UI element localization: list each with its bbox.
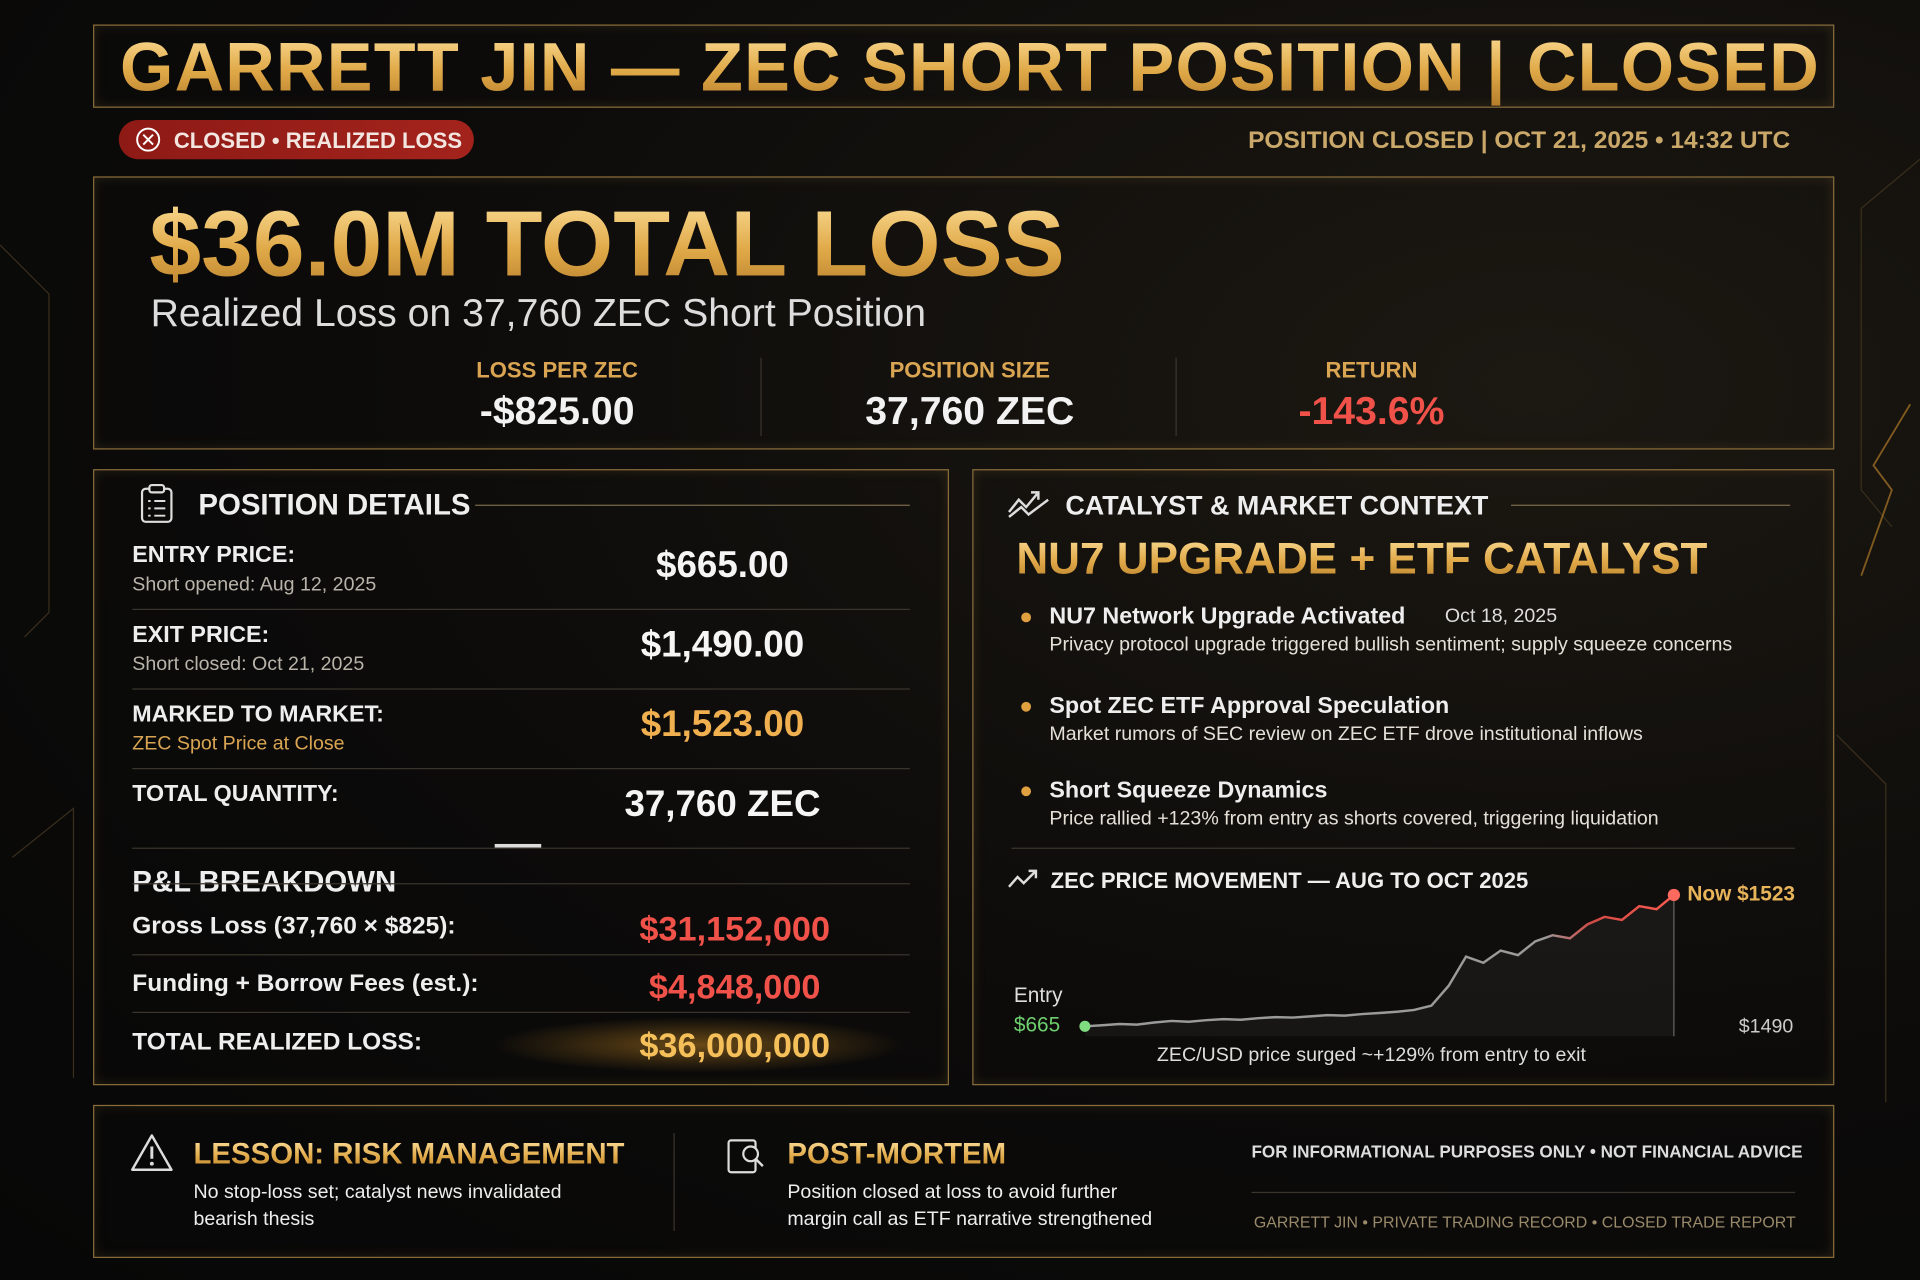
pnl-label: Funding + Borrow Fees (est.): <box>132 970 479 998</box>
separator <box>132 688 910 690</box>
stat-value: -143.6% <box>1298 388 1445 433</box>
now-label: Now $1523 <box>1687 881 1795 906</box>
lesson-text: No stop-loss set; catalyst news invalida… <box>193 1182 562 1230</box>
headline: $36.0M TOTAL LOSS <box>149 192 1065 297</box>
report-icon <box>727 1139 764 1174</box>
title-frame <box>93 24 1835 108</box>
catalyst-headline: NU7 UPGRADE + ETF CATALYST <box>1016 532 1708 584</box>
panel-title: CATALYST & MARKET CONTEXT <box>1065 489 1489 521</box>
lesson-title: LESSON: RISK MANAGEMENT <box>193 1137 625 1172</box>
row-sublabel: Short opened: Aug 12, 2025 <box>132 574 377 596</box>
stat-label: LOSS PER ZEC <box>476 357 638 383</box>
badge-icon <box>136 127 161 152</box>
separator <box>132 608 910 611</box>
pnl-label: TOTAL REALIZED LOSS: <box>132 1028 423 1056</box>
item-title: NU7 Network Upgrade Activated <box>1049 603 1406 630</box>
page-title: GARRETT JIN — ZEC SHORT POSITION | CLOSE… <box>120 28 1820 106</box>
item-text: Price rallied +123% from entry as shorts… <box>1049 808 1659 830</box>
panel-title: POSITION DETAILS <box>198 488 471 522</box>
item-text: Market rumors of SEC review on ZEC ETF d… <box>1049 723 1643 745</box>
row-label: TOTAL QUANTITY: <box>132 781 339 808</box>
pnl-value: $4,848,000 <box>648 967 821 1006</box>
separator <box>132 1011 910 1013</box>
separator <box>132 847 910 849</box>
row-sublabel: Short closed: Oct 21, 2025 <box>132 654 365 675</box>
item-title: Spot ZEC ETF Approval Speculation <box>1049 693 1450 720</box>
dash <box>494 843 542 848</box>
postmortem-text: Position closed at loss to avoid further… <box>787 1182 1153 1230</box>
item-text: Privacy protocol upgrade triggered bulli… <box>1049 634 1733 656</box>
row-label: MARKED TO MARKET: <box>132 701 384 728</box>
bullet <box>1021 701 1032 712</box>
divider <box>673 1133 675 1232</box>
disclaimer: FOR INFORMATIONAL PURPOSES ONLY • NOT FI… <box>1251 1141 1803 1162</box>
separator <box>132 768 910 770</box>
row-value: $1,523.00 <box>640 704 805 745</box>
pnl-value: $36,000,000 <box>639 1026 831 1065</box>
entry-label: Entry <box>1013 983 1063 1007</box>
clipboard-icon <box>140 483 173 523</box>
area <box>1084 894 1674 1037</box>
stat-value: -$825.00 <box>479 388 635 433</box>
badge-text: CLOSED • REALIZED LOSS <box>173 128 463 154</box>
row-value: $665.00 <box>656 545 789 586</box>
bullet <box>1021 786 1032 797</box>
divider <box>1175 357 1177 437</box>
entry-point <box>1079 1020 1091 1032</box>
position-panel <box>93 469 949 1086</box>
item-date: Oct 18, 2025 <box>1444 606 1558 628</box>
separator <box>132 883 910 885</box>
row-sublabel: ZEC Spot Price at Close <box>132 733 345 755</box>
summary-panel <box>93 176 1835 450</box>
footer-panel <box>93 1104 1835 1258</box>
pnl-title: P&L BREAKDOWN <box>132 866 397 900</box>
stat-value: 37,760 ZEC <box>865 388 1075 433</box>
chart-title: ZEC PRICE MOVEMENT — AUG TO OCT 2025 <box>1050 868 1529 893</box>
row-label: ENTRY PRICE: <box>132 542 296 569</box>
closed-timestamp: POSITION CLOSED | OCT 21, 2025 • 14:32 U… <box>1248 127 1791 155</box>
credit: GARRETT JIN • PRIVATE TRADING RECORD • C… <box>1253 1212 1796 1232</box>
separator <box>132 954 910 956</box>
pnl-value: $31,152,000 <box>639 910 831 949</box>
trend-icon <box>1008 491 1049 518</box>
warning-icon <box>131 1134 173 1172</box>
rule <box>1251 1191 1796 1194</box>
stat-label: RETURN <box>1325 357 1418 383</box>
chart-caption: ZEC/USD price surged ~+129% from entry t… <box>1156 1044 1586 1066</box>
status-badge: CLOSED • REALIZED LOSS <box>118 120 474 160</box>
subtitle: Realized Loss on 37,760 ZEC Short Positi… <box>150 290 927 335</box>
row-value: 37,760 ZEC <box>624 783 821 825</box>
price-line <box>1084 893 1675 1028</box>
rule <box>1011 847 1796 849</box>
total-glow <box>489 1016 907 1074</box>
item-title: Short Squeeze Dynamics <box>1049 777 1328 804</box>
exit-label: $1490 <box>1738 1016 1794 1038</box>
pnl-label: Gross Loss (37,760 × $825): <box>132 912 456 940</box>
catalyst-panel <box>972 469 1835 1086</box>
postmortem-title: POST-MORTEM <box>787 1137 1007 1172</box>
bullet <box>1021 612 1032 623</box>
stat-label: POSITION SIZE <box>889 357 1051 383</box>
rule <box>475 504 910 506</box>
entry-value: $665 <box>1013 1012 1061 1037</box>
row-value: $1,490.00 <box>640 624 805 666</box>
rule <box>1511 504 1791 506</box>
chart-icon <box>1008 869 1038 888</box>
row-label: EXIT PRICE: <box>132 622 270 648</box>
now-point <box>1667 888 1681 902</box>
divider <box>760 357 762 437</box>
